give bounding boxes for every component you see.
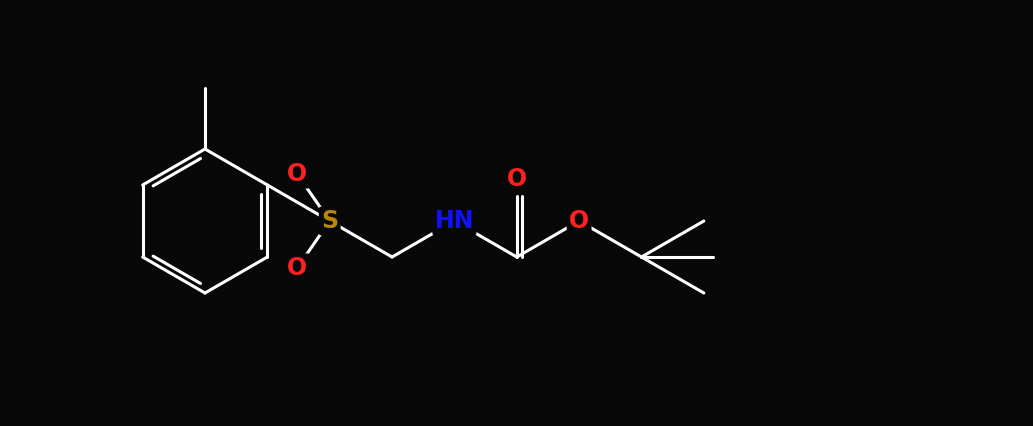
Text: HN: HN: [435, 209, 474, 233]
Text: O: O: [569, 209, 589, 233]
Text: S: S: [321, 209, 338, 233]
Text: O: O: [507, 167, 527, 191]
Text: O: O: [287, 256, 308, 280]
Text: O: O: [287, 162, 308, 186]
